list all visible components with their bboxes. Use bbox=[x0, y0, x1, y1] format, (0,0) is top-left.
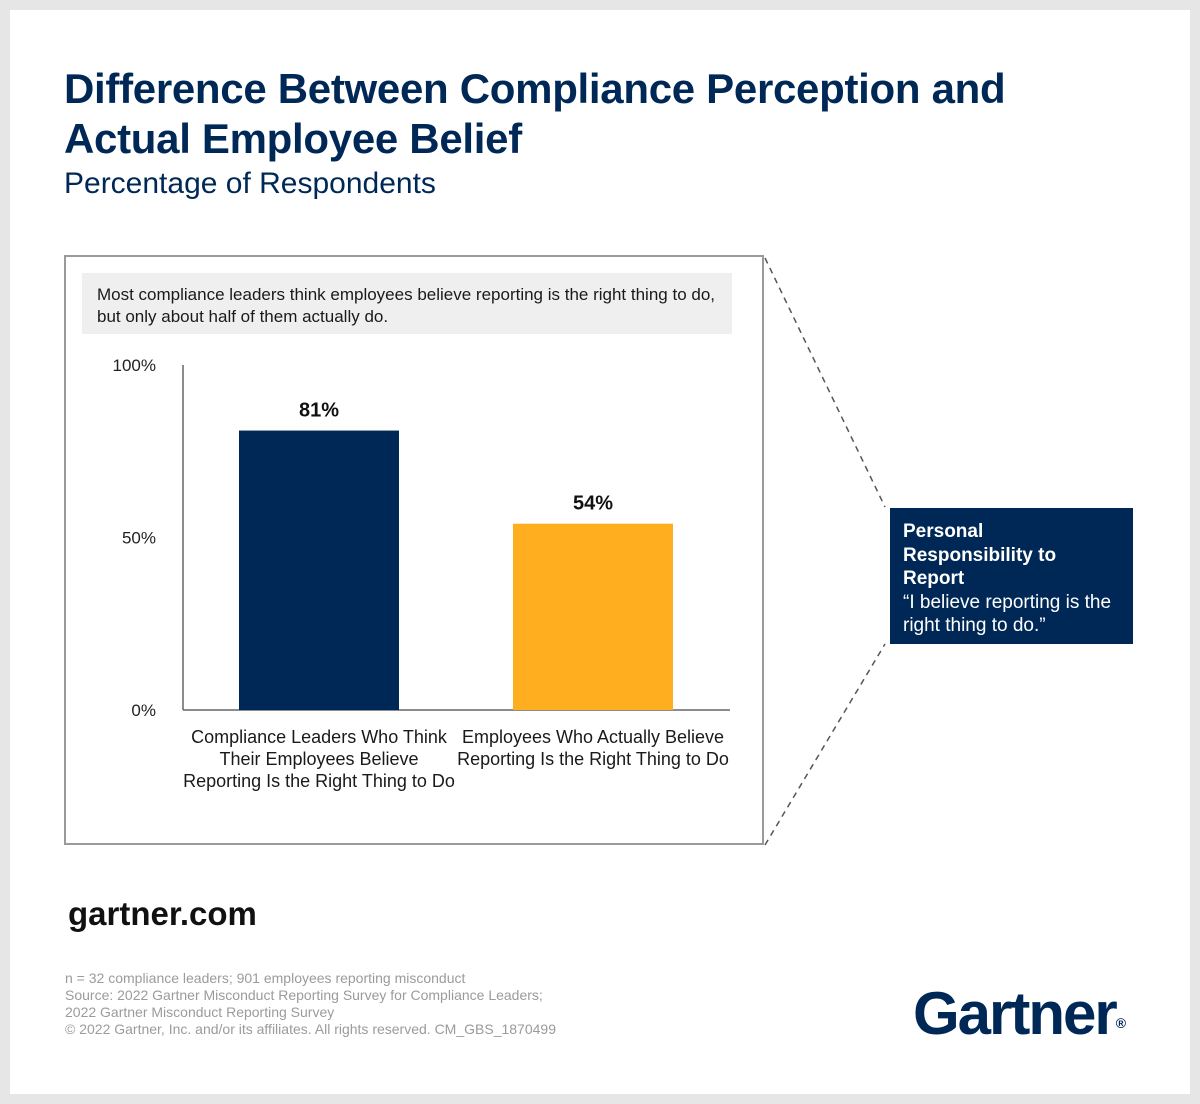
registered-mark: ® bbox=[1115, 1015, 1127, 1031]
footnote-copyright: © 2022 Gartner, Inc. and/or its affiliat… bbox=[65, 1021, 556, 1037]
site-link[interactable]: gartner.com bbox=[68, 895, 257, 932]
y-tick-label: 100% bbox=[113, 356, 156, 375]
logo-text: Gartner bbox=[913, 980, 1118, 1047]
y-tick-label: 50% bbox=[122, 529, 156, 548]
data-label: 81% bbox=[299, 400, 339, 422]
bar bbox=[239, 430, 399, 710]
chart-frame: Most compliance leaders think employees … bbox=[64, 255, 764, 845]
data-label: 54% bbox=[573, 493, 613, 515]
callout-heading: Personal Responsibility to Report bbox=[903, 521, 1057, 589]
infographic-card: Difference Between Compliance Perception… bbox=[10, 10, 1190, 1094]
bar bbox=[513, 523, 673, 710]
callout-quote: “I believe reporting is the right thing … bbox=[903, 591, 1112, 637]
page-title: Difference Between Compliance Perception… bbox=[64, 65, 1006, 162]
connector-line-bottom bbox=[764, 643, 886, 846]
y-tick-label: 0% bbox=[131, 701, 156, 720]
chart-note: Most compliance leaders think employees … bbox=[82, 273, 732, 334]
footnotes: n = 32 compliance leaders; 901 employees… bbox=[65, 970, 556, 1038]
connector-line-top bbox=[764, 257, 886, 508]
callout-box: Personal Responsibility to Report “I bel… bbox=[890, 508, 1133, 644]
bar-chart: 0% 50% 100% 81% 54% bbox=[113, 356, 730, 720]
category-label: Employees Who Actually Believe Reporting… bbox=[457, 727, 729, 769]
category-label: Compliance Leaders Who Think Their Emplo… bbox=[183, 727, 455, 791]
gartner-logo: Gartner® bbox=[913, 982, 1126, 1055]
footnote-sample: n = 32 compliance leaders; 901 employees… bbox=[65, 970, 466, 986]
footnote-source: Source: 2022 Gartner Misconduct Reportin… bbox=[65, 987, 543, 1003]
footnote-source-cont: 2022 Gartner Misconduct Reporting Survey bbox=[65, 1004, 335, 1020]
callout-connector bbox=[764, 257, 886, 846]
page-subtitle: Percentage of Respondents bbox=[64, 167, 436, 200]
